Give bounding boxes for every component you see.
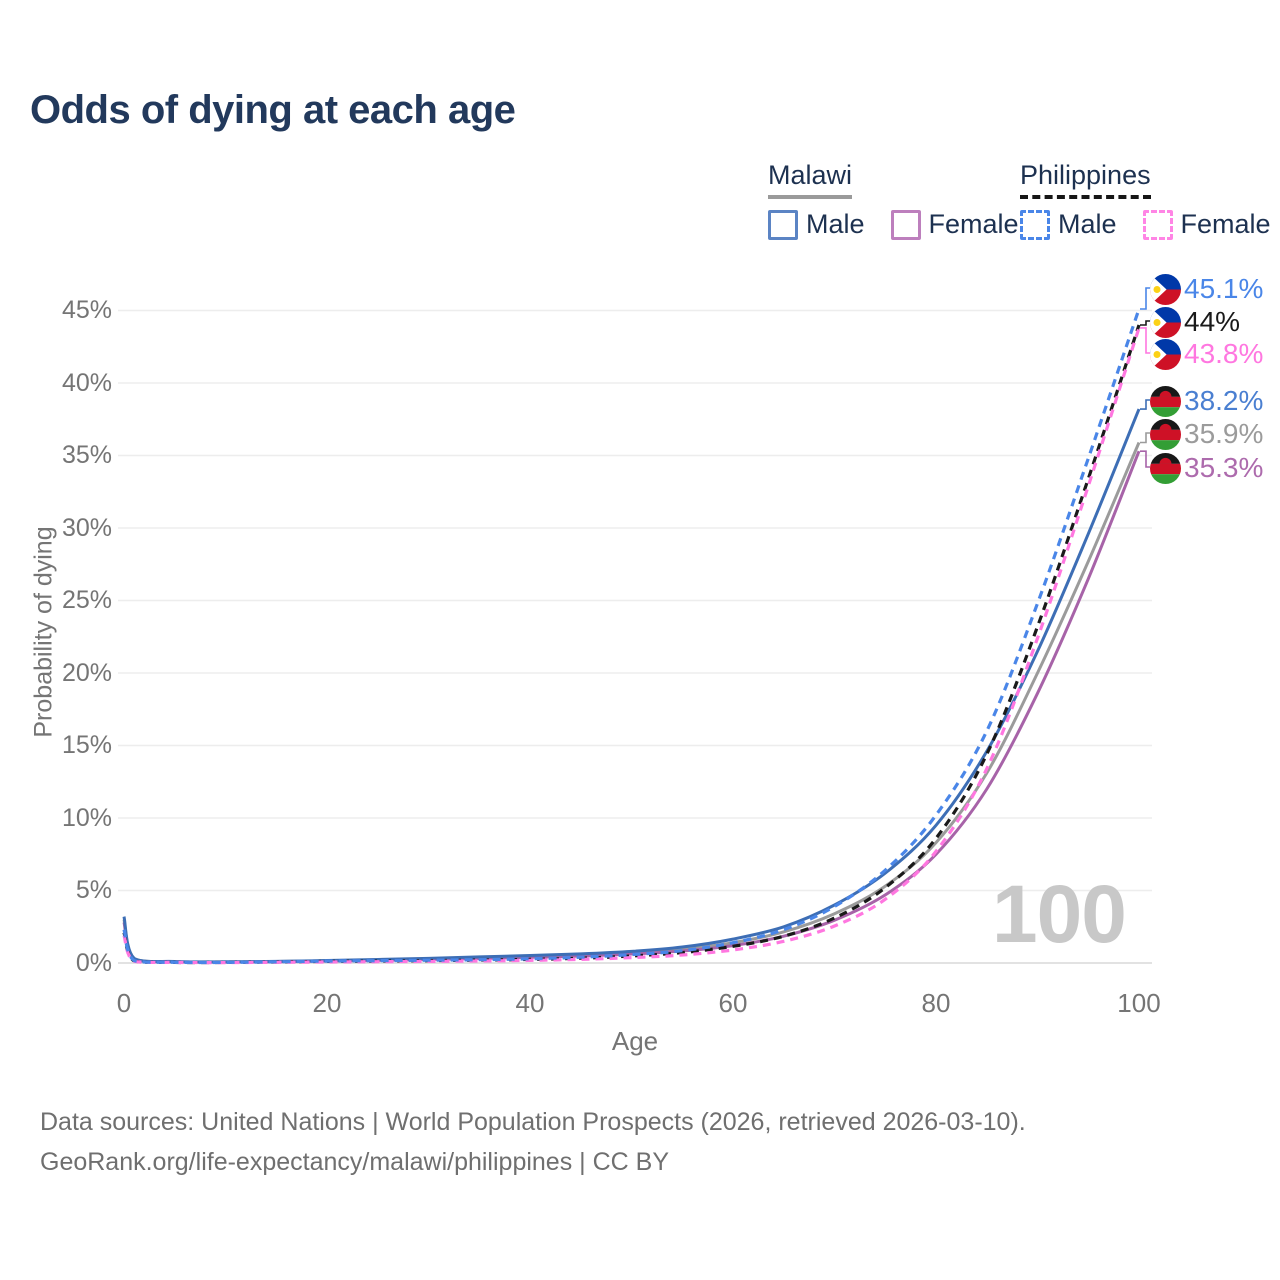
gridlines [118,309,1152,964]
y-tick: 5% [75,876,112,904]
x-axis-title: Age [611,1026,659,1056]
series-end-label-philippines-female: 43.8% [1150,338,1263,370]
y-axis-title: Probability of dying [29,526,58,738]
series-end-label-malawi-female: 35.3% [1150,452,1263,484]
attribution-caption[interactable]: GeoRank.org/life-expectancy/malawi/phili… [40,1148,670,1176]
series-end-label-malawi-both: 35.9% [1150,418,1263,450]
page-title: Odds of dying at each age [30,88,516,132]
label-connectors [1140,287,1150,468]
line-malawi-both-sexes [122,441,1141,964]
series-end-label-malawi-male: 38.2% [1150,385,1263,417]
legend-label-malawi-male[interactable]: Male [806,209,865,239]
legend-group-malawi: Malawi Male Female [768,160,1045,240]
malawi-flag-icon [1150,386,1181,417]
legend-swatch-malawi-male[interactable] [768,209,798,240]
legend-swatch-malawi-female[interactable] [890,209,921,240]
line-malawi-male [122,408,1141,964]
series-end-label-philippines-both: 44% [1150,306,1240,338]
line-philippines-female [122,327,1141,965]
y-tick: 15% [61,731,112,759]
y-tick: 45% [61,296,112,324]
y-tick: 20% [61,659,112,687]
x-tick: 40 [515,988,545,1018]
age-watermark: 100 [992,869,1127,960]
philippines-flag-icon [1150,307,1181,338]
line-philippines-male [122,308,1141,965]
malawi-flag-icon [1150,453,1181,484]
x-tick: 60 [718,988,748,1018]
legend-label-philippines-female[interactable]: Female [1180,209,1271,239]
legend-swatch-philippines-female[interactable] [1142,209,1173,240]
x-tick: 20 [312,988,342,1018]
y-tick: 35% [61,441,112,469]
malawi-flag-icon [1150,419,1181,450]
legend-country-malawi[interactable]: Malawi [768,160,853,199]
philippines-flag-icon [1150,339,1181,370]
line-philippines-both-sexes [122,324,1141,965]
legend-country-philippines[interactable]: Philippines [1020,160,1151,199]
mortality-curves [122,308,1141,965]
series-end-label-philippines-male: 45.1% [1150,273,1263,305]
y-tick: 40% [61,369,112,397]
legend-swatch-philippines-male[interactable] [1020,209,1050,240]
legend-label-malawi-female[interactable]: Female [928,209,1019,239]
y-tick: 30% [61,514,112,542]
x-tick: 0 [116,988,132,1018]
y-tick: 10% [61,804,112,832]
y-tick: 25% [61,586,112,614]
data-sources-caption: Data sources: United Nations | World Pop… [40,1108,1026,1136]
legend-group-philippines: Philippines Male Female [1020,160,1280,240]
x-tick: 100 [1117,988,1161,1018]
philippines-flag-icon [1150,274,1181,305]
x-tick: 80 [921,988,951,1018]
legend-label-philippines-male[interactable]: Male [1058,209,1117,239]
y-tick: 0% [75,949,112,977]
